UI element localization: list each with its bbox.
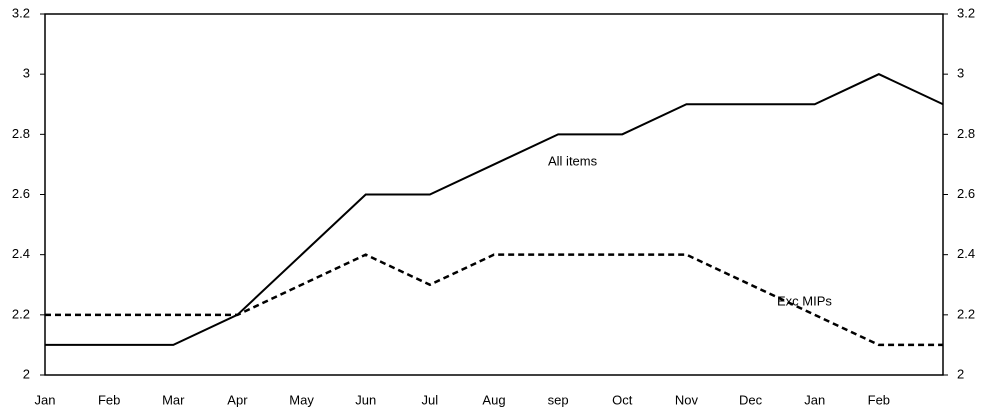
- y2-tick-label: 2: [957, 366, 964, 381]
- x-tick-label: Apr: [227, 392, 248, 407]
- x-tick-label: Jul: [422, 392, 439, 407]
- y-tick-label: 2.8: [12, 126, 30, 141]
- x-tick-label: Feb: [868, 392, 890, 407]
- plot-frame: [44, 13, 944, 376]
- series-line: [45, 73, 944, 346]
- y-tick-label: 2.2: [12, 306, 30, 321]
- y2-tick-label: 3: [957, 66, 964, 81]
- x-tick-label: Jun: [355, 392, 376, 407]
- y2-tick-label: 2.4: [957, 246, 975, 261]
- y2-tick-label: 2.8: [957, 126, 975, 141]
- y-tick-label: 2: [23, 366, 30, 381]
- x-tick-label: Oct: [612, 392, 633, 407]
- series-label: All items: [548, 153, 598, 168]
- y2-tick-label: 2.2: [957, 306, 975, 321]
- x-tick-label: Dec: [739, 392, 763, 407]
- y2-tick-label: 3.2: [957, 5, 975, 20]
- x-tick-label: Mar: [162, 392, 185, 407]
- x-tick-label: Jan: [35, 392, 56, 407]
- y2-tick-label: 2.6: [957, 186, 975, 201]
- x-tick-label: Nov: [675, 392, 699, 407]
- series-line: [45, 253, 943, 347]
- x-tick-label: May: [289, 392, 314, 407]
- y-tick-label: 3: [23, 66, 30, 81]
- y-tick-label: 2.4: [12, 246, 30, 261]
- series-label: Exc MIPs: [777, 293, 832, 308]
- x-tick-label: sep: [548, 392, 569, 407]
- x-tick-label: Feb: [98, 392, 120, 407]
- x-tick-label: Aug: [482, 392, 505, 407]
- y-tick-label: 2.6: [12, 186, 30, 201]
- y-tick-label: 3.2: [12, 5, 30, 20]
- x-tick-label: Jan: [804, 392, 825, 407]
